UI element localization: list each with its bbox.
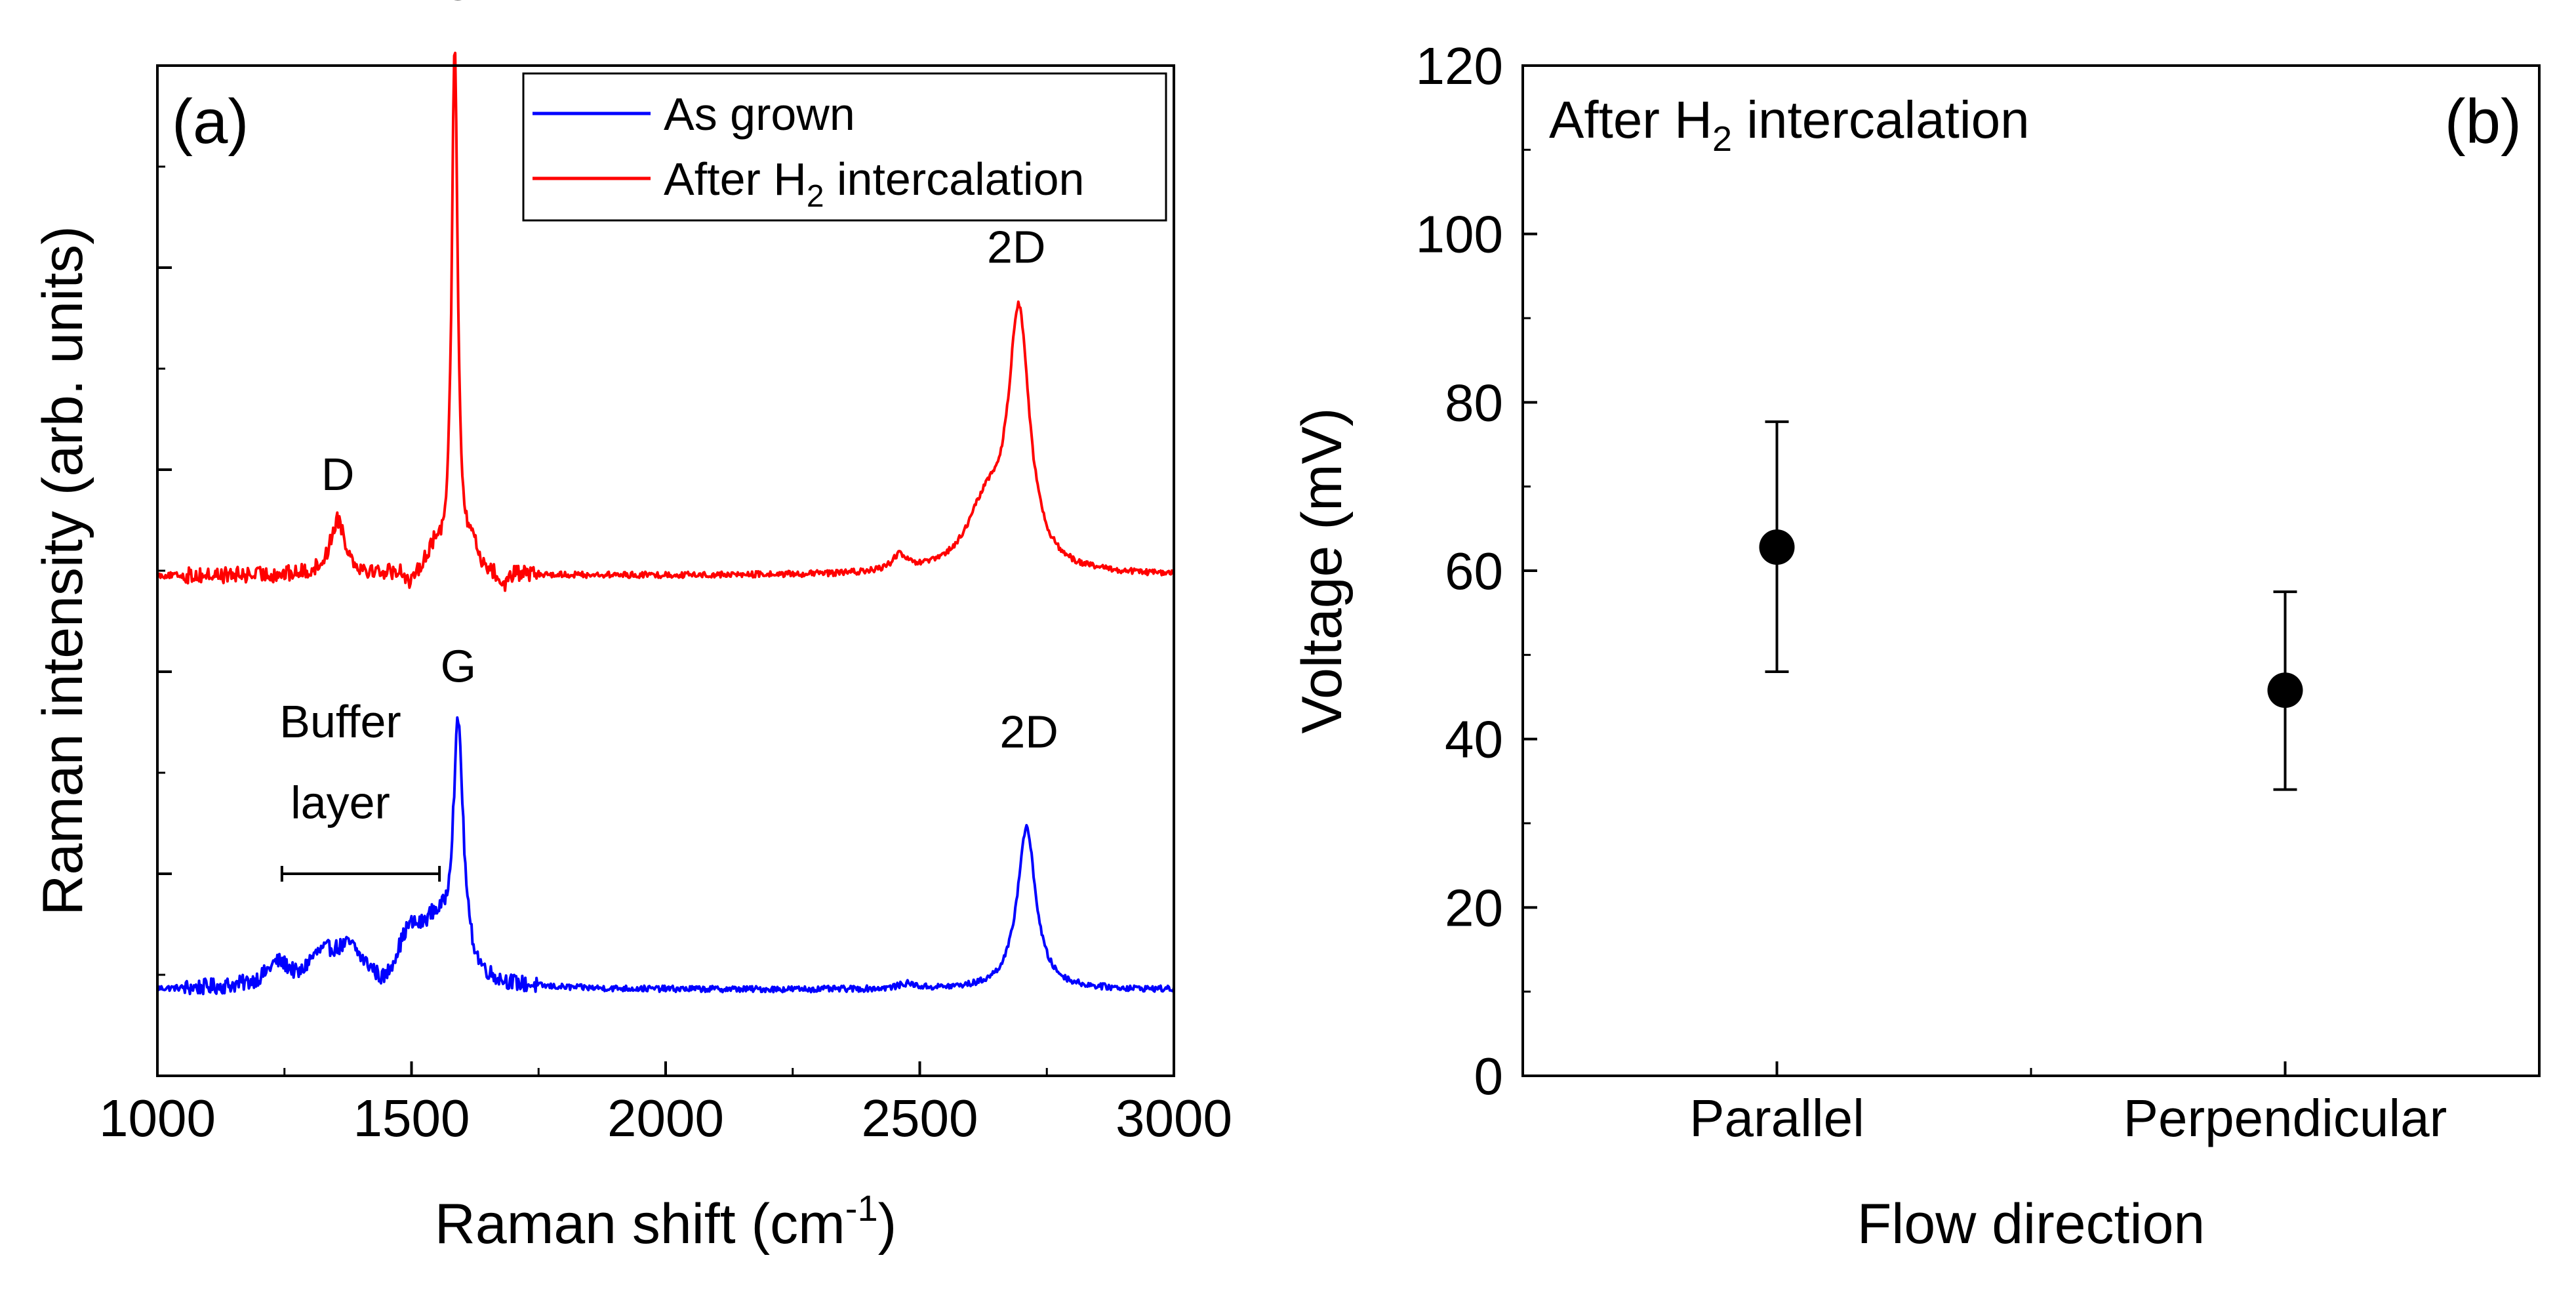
panel-a-legend: As grown After H2 intercalation [522, 72, 1167, 222]
panel-a-y-ticks [157, 64, 172, 976]
annotation-2d-2: 2D [987, 221, 1045, 272]
panel-b-y-ticks: 0 20 40 60 80 100 120 [1416, 37, 1537, 1105]
x-axis-label-sup: -1 [845, 1187, 878, 1229]
b-y-tick-label-0: 0 [1474, 1047, 1504, 1105]
x-tick-label-1500: 1500 [353, 1089, 470, 1147]
panel-a-label: (a) [172, 87, 249, 157]
x-axis-label-main: Raman shift (cm [435, 1193, 845, 1256]
b-y-tick-label-80: 80 [1445, 373, 1503, 432]
point-parallel [1759, 529, 1795, 565]
series-line-as-grown [156, 716, 1175, 996]
panel-b-title-end: intercalation [1732, 91, 2030, 149]
annotation-layer-5: layer [291, 777, 390, 828]
panel-b-title: After H2 intercalation [1549, 91, 2030, 159]
b-x-tick-label-parallel: Parallel [1689, 1089, 1864, 1147]
b-x-tick-label-perpendicular: Perpendicular [2123, 1089, 2447, 1147]
x-tick-label-2000: 2000 [607, 1089, 724, 1147]
b-y-tick-label-60: 60 [1445, 542, 1503, 600]
panel-a-x-ticks: 1000 1500 2000 2500 3000 [99, 1061, 1232, 1147]
legend-label-after-h2-end: intercalation [824, 154, 1085, 205]
panel-b-points [1759, 420, 2303, 791]
panel-b: 0 20 40 60 80 100 120 Parallel Perpendicular Af… [1291, 37, 2541, 1256]
legend-label-as-grown: As grown [664, 89, 855, 140]
x-tick-label-3000: 3000 [1116, 1089, 1232, 1147]
annotation-g-0: G [439, 0, 475, 10]
panel-b-label: (b) [2445, 87, 2522, 157]
panel-a-y-axis-label: Raman intensity (arb. units) [31, 226, 94, 916]
point-perpendicular [2267, 672, 2303, 708]
panel-b-y-axis-label: Voltage (mV) [1291, 407, 1354, 733]
legend-label-after-h2-sub: 2 [807, 179, 824, 214]
legend-label-after-h2: After H2 intercalation [664, 154, 1084, 214]
annotation-buffer-4: Buffer [279, 696, 401, 747]
x-tick-label-1000: 1000 [99, 1089, 216, 1147]
panel-b-x-ticks: Parallel Perpendicular [1689, 1061, 2447, 1147]
b-y-tick-label-20: 20 [1445, 878, 1503, 937]
b-y-tick-label-120: 120 [1416, 37, 1503, 95]
legend-label-after-h2-main: After H [664, 154, 807, 205]
legend-box [522, 72, 1167, 222]
b-y-tick-label-40: 40 [1445, 710, 1503, 769]
panel-b-title-sub: 2 [1712, 119, 1732, 159]
x-axis-label-end: ) [878, 1193, 897, 1256]
panel-b-frame [1521, 64, 2541, 1077]
b-y-tick-label-100: 100 [1416, 205, 1503, 264]
panel-a: 1000 1500 2000 2500 3000 (a) As grown After … [31, 0, 1232, 1256]
annotation-2d-6: 2D [999, 706, 1058, 758]
annotation-g-3: G [441, 640, 476, 691]
panel-a-curves [156, 51, 1175, 996]
x-tick-label-2500: 2500 [862, 1089, 978, 1147]
panel-a-annotations: G D 2D G Buffer layer 2D [279, 0, 1058, 828]
panel-b-title-main: After H [1549, 91, 1712, 149]
annotation-d-1: D [321, 449, 355, 500]
series-line-after-h2 [156, 51, 1175, 592]
buffer-layer-bracket [280, 866, 441, 882]
panel-a-x-axis-label: Raman shift (cm-1) [435, 1187, 896, 1256]
panel-b-x-axis-label: Flow direction [1857, 1193, 2205, 1256]
